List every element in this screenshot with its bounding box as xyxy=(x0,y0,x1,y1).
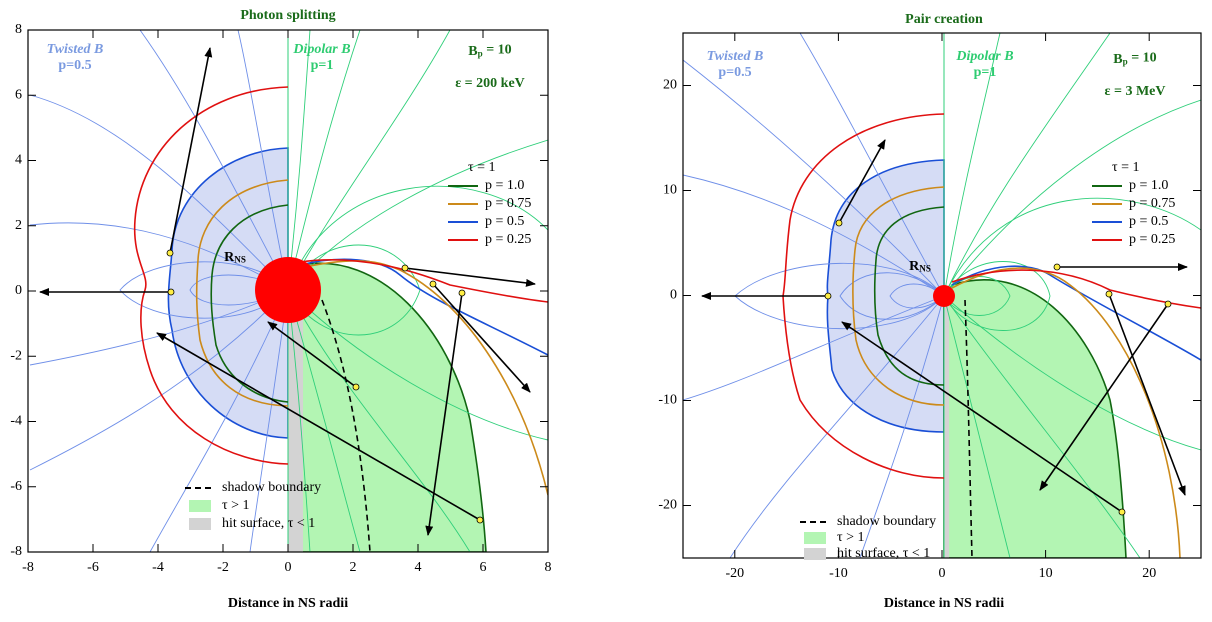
legend-label: p = 0.75 xyxy=(485,196,531,211)
legend-label: τ > 1 xyxy=(837,530,865,545)
annotation: ε = 3 MeV xyxy=(1105,84,1166,99)
x-tick-label: -2 xyxy=(217,560,229,575)
neutron-star xyxy=(255,257,321,323)
symbol: B xyxy=(1113,52,1122,67)
legend-swatch xyxy=(189,518,211,530)
legend-label: p = 0.5 xyxy=(485,214,524,229)
region xyxy=(827,160,944,432)
legend-label: shadow boundary xyxy=(222,480,321,495)
y-tick-label: 10 xyxy=(663,183,677,198)
annotation: p=0.5 xyxy=(58,58,91,73)
y-tick-label: 0 xyxy=(670,288,677,303)
legend-swatch xyxy=(804,548,826,560)
x-axis-label: Distance in NS radii xyxy=(884,596,1004,611)
legend-swatch xyxy=(189,500,211,512)
legend-label: p = 0.5 xyxy=(1129,214,1168,229)
annotation: Twisted B xyxy=(47,42,104,57)
legend-swatch xyxy=(804,532,826,544)
chart-title: Photon splitting xyxy=(240,8,335,23)
x-tick-label: -4 xyxy=(152,560,164,575)
subscript: NS xyxy=(234,255,246,265)
annotation: Dipolar B xyxy=(292,42,350,57)
region xyxy=(300,263,486,552)
x-tick-label: 0 xyxy=(939,566,946,581)
x-tick-label: 2 xyxy=(350,560,357,575)
y-tick-label: 20 xyxy=(663,78,677,93)
region xyxy=(944,280,1126,558)
y-tick-label: -6 xyxy=(10,479,22,494)
y-tick-label: 2 xyxy=(15,218,22,233)
x-tick-label: -8 xyxy=(22,560,34,575)
figure: -8-6-4-202468-8-6-4-202468Photon splitti… xyxy=(0,0,1212,617)
panel-drawing xyxy=(30,30,548,552)
neutron-star xyxy=(933,285,955,307)
legend-label: shadow boundary xyxy=(837,514,936,529)
y-tick-label: -4 xyxy=(10,414,22,429)
rich-label: Bp = 10 xyxy=(468,43,511,59)
x-tick-label: -10 xyxy=(829,566,848,581)
legend-label: p = 0.25 xyxy=(485,232,531,247)
legend-label: p = 0.75 xyxy=(1129,196,1175,211)
y-tick-label: 6 xyxy=(15,87,22,102)
chart-title: Pair creation xyxy=(905,12,983,27)
x-tick-label: -20 xyxy=(725,566,744,581)
x-tick-label: 10 xyxy=(1039,566,1053,581)
rest: = 10 xyxy=(1128,51,1157,66)
y-tick-label: -8 xyxy=(10,544,22,559)
legend-label: p = 1.0 xyxy=(1129,178,1168,193)
annotation: ε = 200 keV xyxy=(455,76,525,91)
y-tick-label: -2 xyxy=(10,348,22,363)
y-tick-label: 4 xyxy=(15,153,22,168)
legend-title: τ = 1 xyxy=(1112,160,1140,175)
y-tick-label: 8 xyxy=(15,22,22,37)
x-tick-label: 20 xyxy=(1142,566,1156,581)
x-tick-label: -6 xyxy=(87,560,99,575)
annotation: p=1 xyxy=(311,58,334,73)
legend-label: p = 0.25 xyxy=(1129,232,1175,247)
x-tick-label: 8 xyxy=(545,560,552,575)
symbol: B xyxy=(468,44,477,59)
legend-label: p = 1.0 xyxy=(485,178,524,193)
annotation: Twisted B xyxy=(707,49,764,64)
hit-surface xyxy=(944,302,949,558)
panel-drawing xyxy=(683,33,1201,558)
x-tick-label: 0 xyxy=(285,560,292,575)
rich-label: Bp = 10 xyxy=(1113,51,1156,67)
legend-label: hit surface, τ < 1 xyxy=(222,516,315,531)
annotation: p=0.5 xyxy=(718,65,751,80)
annotation: p=1 xyxy=(974,65,997,80)
x-tick-label: 4 xyxy=(415,560,422,575)
legend-title: τ = 1 xyxy=(468,160,496,175)
annotation: Dipolar B xyxy=(955,49,1013,64)
x-axis-label: Distance in NS radii xyxy=(228,596,348,611)
y-tick-label: -10 xyxy=(658,393,677,408)
legend-label: τ > 1 xyxy=(222,498,250,513)
rest: = 10 xyxy=(483,43,512,58)
y-tick-label: 0 xyxy=(15,283,22,298)
legend-label: hit surface, τ < 1 xyxy=(837,546,930,561)
x-tick-label: 6 xyxy=(480,560,487,575)
subscript: NS xyxy=(919,264,931,274)
y-tick-label: -20 xyxy=(658,498,677,513)
